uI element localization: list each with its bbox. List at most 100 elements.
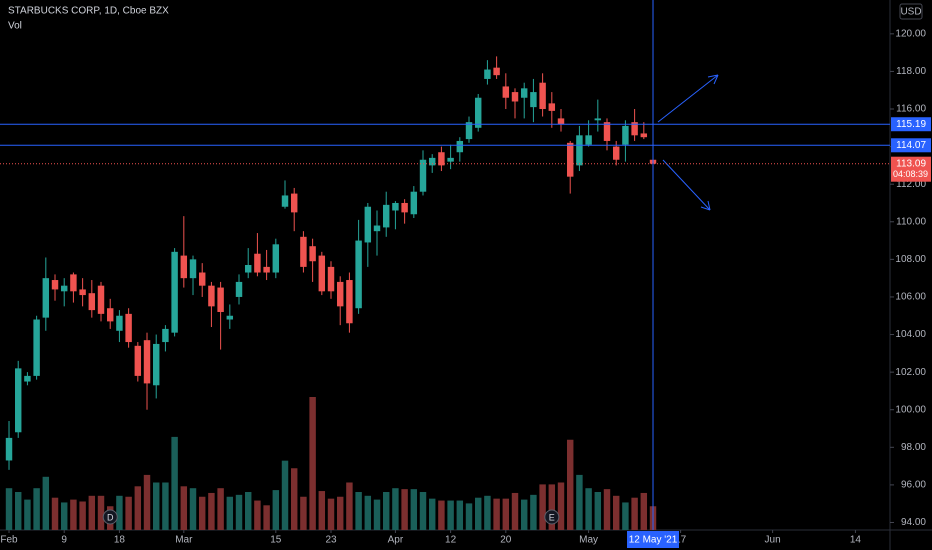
candle-body <box>346 280 353 324</box>
candle-body <box>309 246 316 262</box>
candle-body <box>79 289 86 296</box>
candle-body <box>484 69 491 79</box>
arrow-head <box>707 74 719 85</box>
volume-bar <box>70 499 77 530</box>
volume-bar <box>566 439 574 530</box>
candle-body <box>511 92 519 102</box>
candle-body <box>502 86 510 98</box>
candle-body <box>594 118 602 121</box>
candle-body <box>217 287 224 312</box>
y-tick-label: 110.00 <box>896 216 926 227</box>
y-tick-label: 104.00 <box>895 329 926 340</box>
volume-bar <box>281 460 289 530</box>
volume-bar <box>24 499 31 530</box>
candle-body <box>447 157 454 162</box>
volume-bar <box>373 499 381 530</box>
candle-body <box>520 88 528 98</box>
candle-body <box>162 328 169 343</box>
candle-body <box>530 92 537 108</box>
volume-bar <box>42 476 50 530</box>
candle-body <box>548 103 556 111</box>
volume-bar <box>392 488 399 530</box>
candle-body <box>263 266 270 273</box>
currency: USD <box>900 7 921 18</box>
candle-body <box>401 202 408 213</box>
y-tick-label: 106.00 <box>895 292 926 303</box>
volume-bar <box>88 495 96 530</box>
volume-bar <box>640 492 648 530</box>
candle-body <box>456 140 464 153</box>
candle-body <box>5 437 13 461</box>
last-price-box <box>891 156 931 182</box>
candle-body <box>419 159 427 192</box>
volume-bar <box>631 497 638 530</box>
volume-bar <box>539 484 546 530</box>
volume-bar <box>79 501 86 530</box>
volume-bar <box>438 500 445 530</box>
volume-bar <box>272 490 280 530</box>
volume-bar <box>217 488 224 530</box>
volume-bar <box>171 436 178 530</box>
candle-body <box>576 135 583 166</box>
candle-body <box>557 118 565 125</box>
volume-bar <box>235 494 243 530</box>
candle-body <box>382 204 390 228</box>
volume-bar <box>382 492 390 530</box>
level-label-box <box>891 138 931 153</box>
candle-body <box>24 375 31 382</box>
volume-bar <box>548 484 556 530</box>
candle-body <box>60 285 68 292</box>
volume-bar <box>530 494 537 530</box>
volume-bar <box>355 492 362 530</box>
candle-body <box>438 152 445 166</box>
currency-box <box>899 3 923 20</box>
volume-bar <box>244 492 252 530</box>
level-label-box <box>891 117 931 132</box>
countdown: 04:08:39 <box>893 169 928 179</box>
volume-bar <box>484 495 491 530</box>
candle-body <box>474 97 482 128</box>
volume-bar <box>125 496 132 530</box>
x-tick-label: 15 <box>270 535 282 546</box>
candle-body <box>290 193 298 213</box>
candle-body <box>465 122 473 140</box>
volume-label: Vol <box>8 21 22 32</box>
volume-bar <box>557 482 565 530</box>
volume-bar <box>5 488 13 530</box>
candle-body <box>631 122 638 136</box>
candle-body <box>244 265 252 273</box>
volume-bar <box>456 500 464 530</box>
candle-body <box>428 157 436 166</box>
x-tick-label: 18 <box>114 535 126 546</box>
volume-bar <box>447 500 454 530</box>
volume-bar <box>162 482 169 530</box>
candle-body <box>134 345 142 376</box>
candle-body <box>318 255 326 292</box>
level-label: 115.19 <box>896 119 926 130</box>
y-tick-label: 102.00 <box>895 367 926 378</box>
volume-bar <box>493 498 500 530</box>
x-tick-label: Apr <box>388 535 404 546</box>
candle-body <box>410 191 418 215</box>
x-tick-label: 17 <box>675 535 687 546</box>
candle-body <box>33 319 40 376</box>
volume-bar <box>180 486 188 530</box>
x-tick-label: May <box>579 535 598 546</box>
candle-body <box>336 281 344 307</box>
candle-body <box>235 281 243 297</box>
last-price-label: 113.09 <box>896 158 926 169</box>
trend-arrow-down <box>662 159 711 211</box>
crosshair-label-box <box>627 531 680 548</box>
x-tick-label: 23 <box>325 535 337 546</box>
candle-body <box>254 253 261 273</box>
candle-body <box>125 313 132 343</box>
volume-bar <box>14 492 22 530</box>
volume-bar <box>603 489 611 530</box>
y-tick-label: 112.00 <box>896 179 926 190</box>
volume-bar <box>143 474 151 530</box>
candle-body <box>392 202 399 211</box>
event-marker <box>544 509 560 525</box>
volume-bar <box>226 496 234 530</box>
candle-body <box>198 272 206 286</box>
